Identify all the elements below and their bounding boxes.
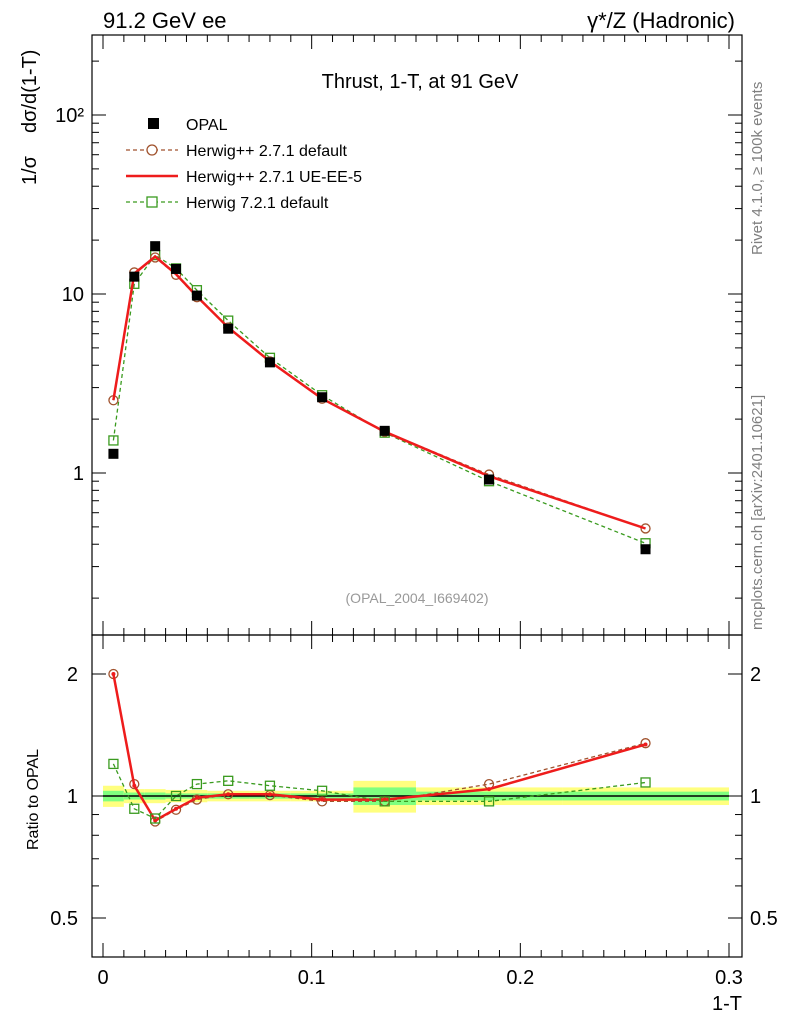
main-point-opal-9	[484, 474, 495, 485]
x-axis-label: 1-T	[712, 993, 742, 1015]
ratio-point-herwig-7-2-1-default-1	[129, 803, 140, 814]
main-point-herwig-2-7-1-default-10	[640, 523, 651, 534]
legend-label-herwig-2-7-1-default: Herwig++ 2.7.1 default	[186, 143, 348, 160]
main-point-opal-0	[108, 448, 119, 459]
main-point-opal-10	[640, 544, 651, 555]
rivet-side-label: Rivet 4.1.0, ≥ 100k events	[749, 82, 766, 255]
legend-label-herwig-7-2-1-default: Herwig 7.2.1 default	[186, 195, 329, 212]
main-point-opal-6	[264, 357, 275, 368]
main-point-herwig-7-2-1-default-0	[108, 435, 119, 446]
ratio-point-herwig-2-7-1-ue-ee-5-5	[226, 792, 231, 797]
legend-label-herwig-2-7-1-ue-ee-5: Herwig++ 2.7.1 UE-EE-5	[186, 169, 362, 186]
ratio-point-herwig-2-7-1-ue-ee-5-3	[174, 806, 179, 811]
x-tick-label: 0.2	[506, 967, 534, 989]
ratio-point-herwig-7-2-1-default-2	[150, 813, 161, 824]
legend-label-opal: OPAL	[186, 117, 228, 134]
ratio-point-herwig-2-7-1-default-3	[170, 804, 182, 815]
plot-title: Thrust, 1-T, at 91 GeV	[322, 71, 519, 93]
header-right: γ*/Z (Hadronic)	[587, 8, 735, 33]
x-tick-label: 0	[97, 967, 108, 989]
x-tick-label: 0.3	[715, 967, 743, 989]
legend-marker-herwig-2-7-1-default	[146, 144, 158, 156]
ratio-point-herwig-2-7-1-default-7	[316, 796, 328, 807]
y-tick-label: 10	[62, 284, 84, 306]
main-point-opal-2	[150, 241, 161, 252]
ratio-point-herwig-2-7-1-ue-ee-5-1	[132, 783, 137, 788]
ratio-point-herwig-7-2-1-default-6	[264, 780, 276, 791]
analysis-annotation: (OPAL_2004_I669402)	[346, 590, 489, 606]
ratio-point-herwig-2-7-1-ue-ee-5-8	[382, 797, 387, 802]
ratio-point-herwig-2-7-1-ue-ee-5-0	[111, 672, 116, 676]
ratio-panel: Ratio to OPAL 1-T 0 0.1 0.2 0.3 0.5 0.5 1 1 2 2	[25, 634, 778, 1015]
y-tick-label: 1	[73, 463, 84, 485]
ratio-y-tick-label: 0.5	[50, 908, 78, 930]
main-point-opal-8	[379, 425, 390, 436]
ratio-line-herwig-7-2-1-default	[112, 763, 646, 820]
mcplots-side-label: mcplots.cern.ch [arXiv:2401.10621]	[749, 395, 766, 630]
ratio-point-herwig-2-7-1-ue-ee-5-2	[153, 818, 158, 823]
ratio-point-herwig-7-2-1-default-9	[483, 796, 495, 807]
ratio-point-herwig-2-7-1-ue-ee-5-6	[267, 792, 272, 797]
ratio-point-herwig-7-2-1-default-7	[316, 785, 328, 796]
ratio-y-tick-label-right: 2	[750, 664, 761, 686]
ratio-point-herwig-7-2-1-default-5	[223, 775, 234, 786]
main-point-opal-1	[129, 271, 140, 282]
main-point-herwig-2-7-1-default-2	[150, 252, 161, 263]
legend-marker-herwig-7-2-1-default	[146, 196, 158, 208]
y-axis-label-prefix: 1/σ	[19, 155, 41, 185]
main-point-opal-5	[223, 323, 234, 334]
ratio-point-herwig-7-2-1-default-10	[640, 777, 651, 788]
ratio-point-herwig-7-2-1-default-0	[108, 758, 119, 770]
main-point-opal-4	[191, 290, 202, 301]
ratio-y-axis-label: Ratio to OPAL	[25, 749, 42, 850]
ratio-point-herwig-7-2-1-default-3	[170, 790, 182, 802]
main-panel: Thrust, 1-T, at 91 GeV 1/σ dσ/d(1-T) (OP…	[19, 34, 743, 636]
ratio-point-herwig-2-7-1-ue-ee-5-9	[487, 787, 492, 792]
ratio-point-herwig-2-7-1-default-10	[640, 738, 651, 749]
y-axis-label: dσ/d(1-T)	[19, 50, 41, 133]
y-tick-label: 10²	[55, 105, 84, 127]
ratio-y-tick-label: 2	[67, 664, 78, 686]
ratio-y-tick-label: 1	[67, 786, 78, 808]
legend-marker-opal	[148, 118, 159, 129]
main-point-opal-7	[317, 392, 328, 403]
ratio-point-herwig-2-7-1-ue-ee-5-4	[194, 795, 199, 800]
header-left: 91.2 GeV ee	[103, 8, 227, 33]
ratio-point-herwig-2-7-1-ue-ee-5-10	[643, 742, 648, 747]
legend: OPAL Herwig++ 2.7.1 default Herwig++ 2.7.1…	[126, 117, 362, 212]
ratio-point-herwig-7-2-1-default-8	[379, 796, 390, 807]
x-tick-label: 0.1	[298, 967, 326, 989]
ratio-point-herwig-2-7-1-ue-ee-5-7	[320, 797, 325, 802]
main-point-opal-3	[171, 263, 182, 274]
ratio-point-herwig-7-2-1-default-4	[191, 778, 203, 790]
ratio-y-tick-label-right: 1	[750, 786, 761, 808]
ratio-y-tick-label-right: 0.5	[750, 908, 778, 930]
